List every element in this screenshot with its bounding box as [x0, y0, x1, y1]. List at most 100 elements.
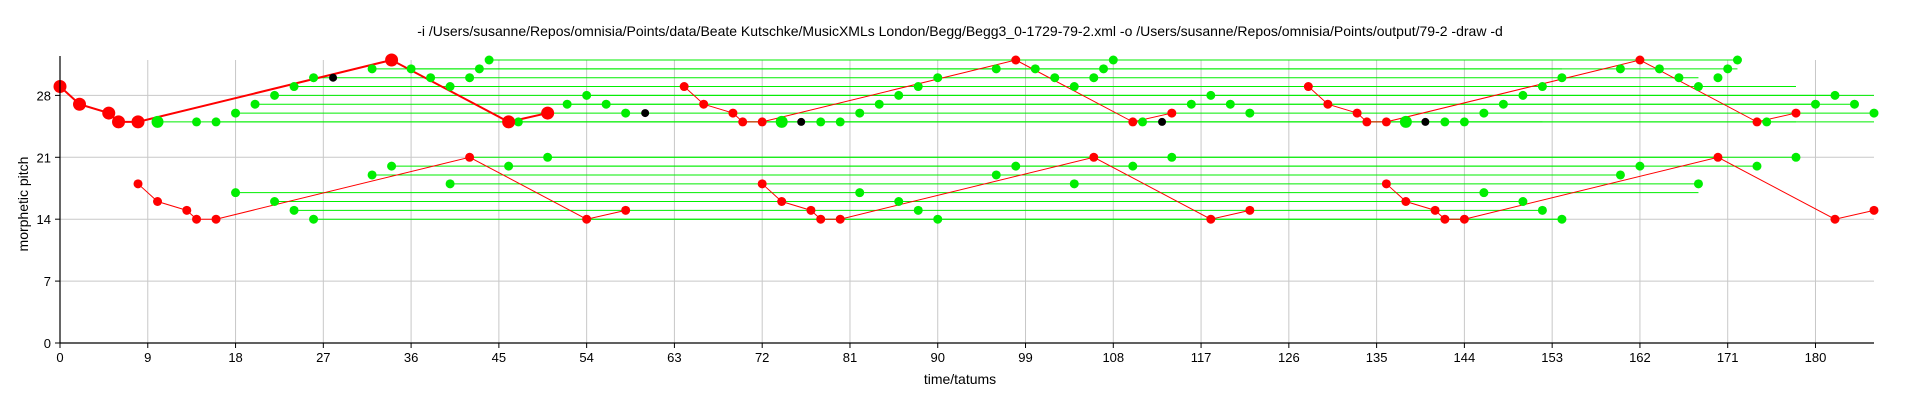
- pattern-point: [1323, 99, 1333, 109]
- translation-point: [835, 117, 845, 127]
- pattern-line: [1308, 59, 1797, 123]
- translation-point: [513, 117, 523, 127]
- pattern-point: [806, 205, 816, 215]
- translation-point: [933, 73, 943, 83]
- translation-point: [1069, 179, 1079, 189]
- x-tick-label: 63: [667, 350, 681, 365]
- pattern-point: [502, 115, 516, 129]
- other-point: [1421, 117, 1430, 126]
- x-tick-label: 162: [1629, 350, 1651, 365]
- translation-point: [1537, 82, 1547, 92]
- pattern-point: [73, 97, 87, 111]
- translation-point: [504, 161, 514, 171]
- pattern-point: [1089, 152, 1099, 162]
- translation-point: [1849, 99, 1859, 109]
- pattern-point: [1206, 214, 1216, 224]
- y-axis-label: morphetic pitch: [15, 157, 31, 252]
- translation-point: [1762, 117, 1772, 127]
- pattern-point: [777, 197, 787, 206]
- translation-point: [270, 90, 280, 100]
- translation-point: [406, 64, 416, 74]
- translation-point: [1459, 117, 1469, 127]
- translation-point: [894, 197, 904, 206]
- pattern-line: [761, 156, 1250, 220]
- translation-point: [1479, 188, 1489, 198]
- pattern-point: [1381, 117, 1391, 127]
- x-tick-labels: 0 9 18 27 36 45 54 63 72 81 90 99 108 117 126 135 144 153…: [56, 350, 1826, 365]
- translation-point: [1225, 99, 1235, 109]
- pattern-point: [1167, 108, 1177, 118]
- pattern-point: [1430, 205, 1440, 215]
- translation-point: [211, 117, 221, 127]
- x-tick-label: 90: [931, 350, 945, 365]
- translation-point: [1752, 161, 1762, 171]
- x-tick-label: 135: [1366, 350, 1388, 365]
- translation-point: [426, 73, 436, 83]
- translation-point: [231, 188, 241, 198]
- chart-title: -i /Users/susanne/Repos/omnisia/Points/d…: [417, 23, 1503, 39]
- x-tick-label: 18: [228, 350, 242, 365]
- translation-point: [1810, 99, 1820, 109]
- translation-point: [1830, 90, 1840, 100]
- other-point: [1158, 117, 1167, 126]
- y-tick-label: 21: [37, 150, 51, 165]
- translation-point: [1518, 197, 1528, 206]
- translation-point: [1399, 115, 1412, 128]
- translation-point: [151, 115, 164, 128]
- translation-point: [1537, 205, 1547, 215]
- translation-point: [816, 117, 826, 127]
- translation-point: [250, 99, 260, 109]
- pattern-point: [699, 99, 709, 109]
- pattern-point: [541, 106, 555, 120]
- y-tick-label: 7: [44, 274, 51, 289]
- translation-point: [367, 170, 377, 180]
- pattern-point: [102, 106, 116, 120]
- translation-point: [621, 108, 631, 118]
- pattern-point: [1381, 179, 1391, 189]
- translation-point: [1206, 90, 1216, 100]
- pattern-point: [182, 205, 192, 215]
- pattern-point: [1635, 55, 1645, 65]
- translation-point: [1138, 117, 1148, 127]
- translation-point: [1440, 117, 1450, 127]
- y-tick-labels: 0 7 14 21 28: [37, 88, 51, 351]
- x-tick-label: 72: [755, 350, 769, 365]
- translation-point: [1167, 152, 1177, 162]
- pattern-point: [582, 214, 592, 224]
- translation-point: [913, 82, 923, 92]
- translation-point: [445, 82, 455, 92]
- translation-point: [1635, 161, 1645, 171]
- translation-point: [1479, 108, 1489, 118]
- translation-point: [1713, 73, 1723, 83]
- pattern-line: [1386, 156, 1875, 220]
- other-point: [641, 109, 650, 118]
- translation-point: [855, 188, 865, 198]
- pattern-line: [137, 156, 626, 220]
- pattern-point: [757, 117, 767, 127]
- translation-point: [543, 152, 553, 162]
- y-tick-label: 14: [37, 212, 51, 227]
- translation-lines: [157, 59, 1874, 220]
- pattern-point: [1362, 117, 1372, 127]
- translation-point: [289, 82, 299, 92]
- translation-point: [270, 197, 280, 206]
- translation-point: [367, 64, 377, 74]
- translation-point: [1674, 73, 1684, 83]
- pattern-point: [679, 82, 689, 92]
- translation-point: [1615, 170, 1625, 180]
- pattern-point: [131, 115, 145, 129]
- translation-point: [991, 64, 1001, 74]
- pattern-point: [211, 214, 221, 224]
- pattern-point: [1830, 214, 1840, 224]
- translation-point: [474, 64, 484, 74]
- translation-point: [1518, 90, 1528, 100]
- pattern-point: [1791, 108, 1801, 118]
- x-tick-label: 99: [1018, 350, 1032, 365]
- translation-point: [1557, 73, 1567, 83]
- pattern-point: [1401, 197, 1411, 206]
- pattern-point: [153, 197, 163, 206]
- pattern-point: [1011, 55, 1021, 65]
- x-tick-label: 27: [316, 350, 330, 365]
- translation-point: [1693, 82, 1703, 92]
- translation-point: [484, 55, 494, 65]
